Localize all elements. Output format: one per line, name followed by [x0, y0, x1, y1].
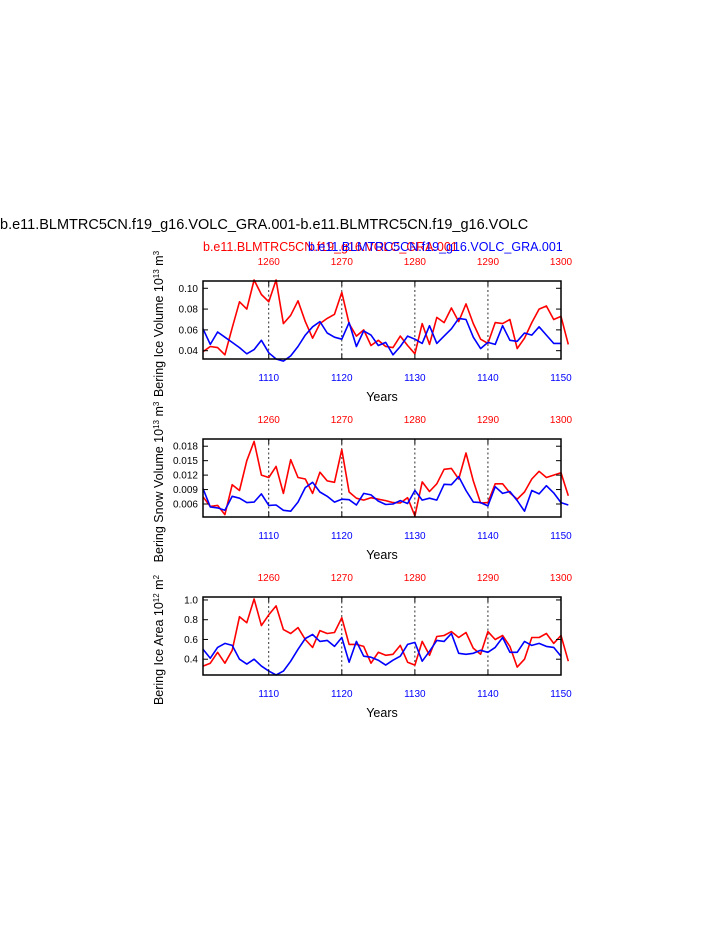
top-tick-label: 1300: [550, 573, 573, 584]
bottom-tick-label: 1110: [258, 531, 279, 542]
bottom-tick-label: 1110: [258, 689, 279, 700]
y-tick-label: 0.018: [173, 442, 198, 453]
series-line-blue: [202, 317, 561, 362]
plot-frame: [202, 596, 562, 676]
bottom-tick-label: 1150: [550, 373, 572, 384]
bottom-tick-label: 1110: [258, 373, 279, 384]
bottom-tick-label: 1140: [477, 689, 499, 700]
series-line-blue: [202, 632, 562, 676]
y-tick-label: 0.10: [179, 284, 199, 295]
y-axis-title: Bering Ice Volume 1013 m3: [152, 250, 167, 397]
top-tick-label: 1290: [477, 415, 500, 426]
series-line-red: [202, 279, 570, 356]
y-tick-label: 0.4: [184, 655, 198, 666]
y-tick-label: 0.04: [179, 346, 199, 357]
bottom-tick-label: 1120: [331, 373, 353, 384]
plot-frame: [202, 280, 562, 360]
series-line-red: [202, 598, 570, 668]
top-tick-label: 1260: [258, 257, 281, 268]
top-tick-label: 1300: [550, 415, 573, 426]
top-tick-label: 1280: [404, 573, 427, 584]
top-tick-label: 1280: [404, 257, 427, 268]
x-axis-title: Years: [366, 548, 398, 562]
figure-title: b.e11.BLMTRC5CN.f19_g16.VOLC_GRA.001-b.e…: [0, 217, 529, 233]
bottom-tick-label: 1120: [331, 689, 353, 700]
top-tick-label: 1290: [477, 257, 500, 268]
y-tick-label: 0.08: [179, 305, 199, 316]
y-tick-label: 0.006: [173, 500, 198, 511]
top-tick-label: 1300: [550, 257, 573, 268]
y-tick-label: 0.8: [184, 615, 198, 626]
plot-frame: [202, 438, 562, 518]
y-tick-label: 0.012: [173, 471, 198, 482]
chart-panel-3: 0.4 0.6 0.8 1.0 1110 1120 1130 1140 1150 1260 1270…: [152, 573, 573, 720]
bottom-tick-label: 1130: [404, 689, 426, 700]
y-axis-title: Bering Snow Volume 1013 m3: [152, 401, 167, 562]
y-axis-title: Bering Ice Area 1012 m2: [152, 574, 167, 705]
top-tick-label: 1290: [477, 573, 500, 584]
top-tick-label: 1270: [331, 573, 354, 584]
subtitle-red-run: b.e11.BLMTRC5CN.f19_g16.VOLC_GRA.001: [203, 240, 458, 254]
bottom-tick-label: 1120: [331, 531, 353, 542]
y-tick-label: 0.06: [179, 325, 199, 336]
bottom-tick-label: 1130: [404, 373, 426, 384]
bottom-tick-label: 1150: [550, 531, 572, 542]
bottom-tick-label: 1130: [404, 531, 426, 542]
bottom-tick-label: 1140: [477, 373, 499, 384]
x-axis-title: Years: [366, 706, 398, 720]
series-line-red: [202, 440, 570, 517]
top-tick-label: 1260: [258, 573, 281, 584]
top-tick-label: 1270: [331, 257, 354, 268]
top-tick-label: 1260: [258, 415, 281, 426]
bottom-tick-label: 1150: [550, 689, 572, 700]
series-line-blue: [202, 475, 569, 513]
y-tick-label: 1.0: [184, 595, 198, 606]
subtitle-blue-run: b.e11.BLMTRC5CN.f19_g16.VOLC_GRA.001: [308, 240, 563, 254]
bottom-tick-label: 1140: [477, 531, 499, 542]
top-tick-label: 1270: [331, 415, 354, 426]
x-axis-title: Years: [366, 390, 398, 404]
y-tick-label: 0.015: [173, 456, 198, 467]
chart-panel-1: 0.04 0.06 0.08 0.10 1110 1120 1130 1140 1150 1260…: [152, 250, 573, 404]
chart-panel-2: 0.006 0.009 0.012 0.015 0.018 1110 1120 1130 114…: [152, 401, 573, 562]
y-tick-label: 0.6: [184, 635, 198, 646]
top-tick-label: 1280: [404, 415, 427, 426]
y-tick-label: 0.009: [173, 485, 198, 496]
